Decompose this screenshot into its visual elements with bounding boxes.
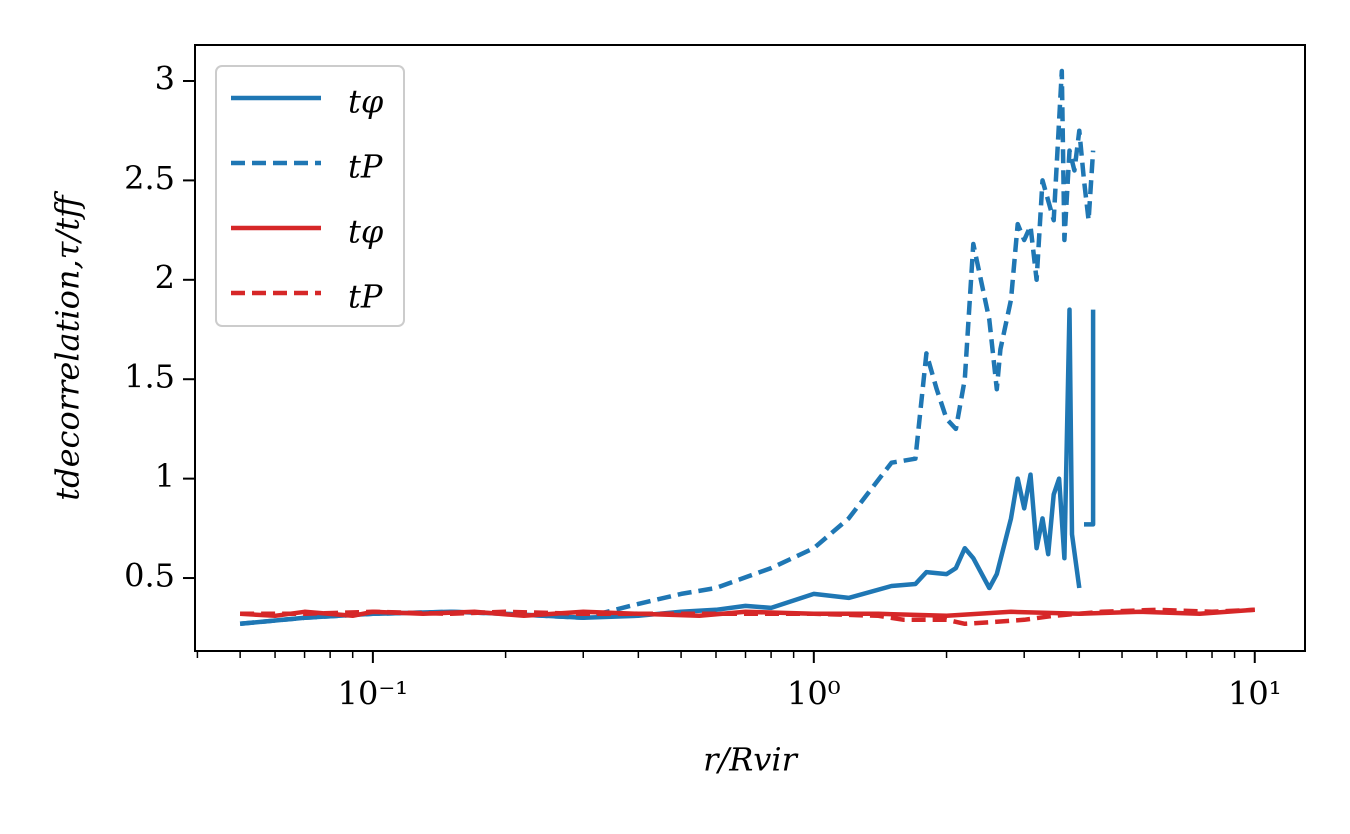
legend-label: tP bbox=[348, 278, 383, 316]
y-tick-label: 1 bbox=[155, 457, 175, 495]
x-tick-label: 10⁻¹ bbox=[338, 675, 408, 713]
line-series bbox=[239, 307, 1096, 627]
x-axis-label: r/Rvir bbox=[703, 741, 798, 779]
plot-frame bbox=[194, 44, 1306, 652]
line-series bbox=[240, 607, 1255, 627]
y-axis-label: tdecorrelation,τ/tff bbox=[49, 190, 87, 501]
x-tick-label: 10⁰ bbox=[787, 675, 841, 713]
y-tick-label: 2 bbox=[155, 258, 175, 296]
y-tick-label: 1.5 bbox=[124, 358, 175, 396]
legend-label: tφ bbox=[348, 83, 384, 121]
y-tick-label: 2.5 bbox=[124, 159, 175, 197]
y-tick-label: 3 bbox=[155, 59, 175, 97]
legend-label: tφ bbox=[348, 213, 384, 251]
legend-label: tP bbox=[348, 148, 383, 186]
legend-box bbox=[215, 65, 405, 327]
y-tick-label: 0.5 bbox=[124, 557, 175, 595]
line-series bbox=[239, 68, 1096, 627]
x-tick-label: 10¹ bbox=[1228, 675, 1282, 713]
